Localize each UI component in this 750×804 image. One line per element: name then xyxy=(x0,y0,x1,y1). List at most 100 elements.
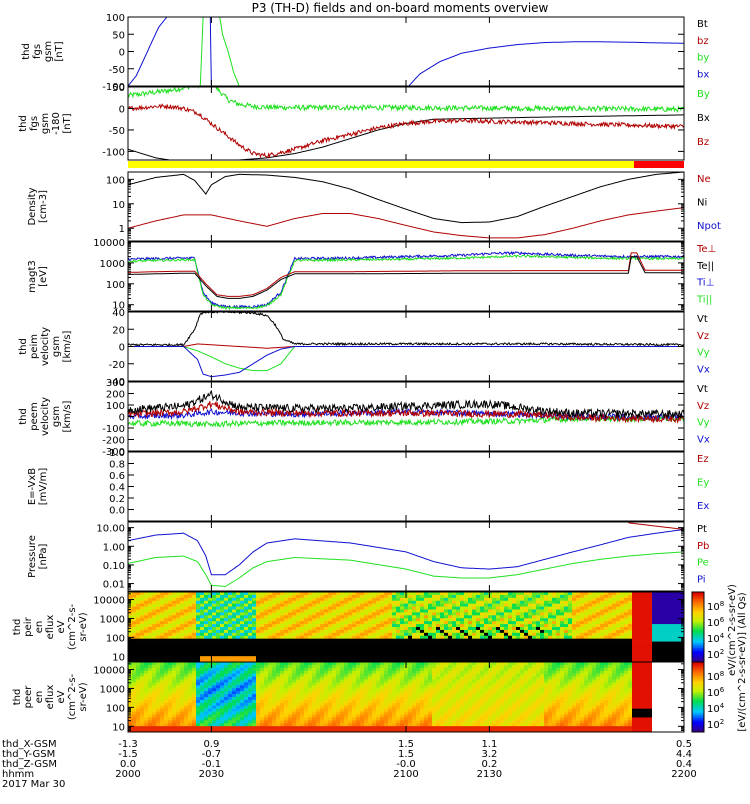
spectrogram-cell xyxy=(424,647,428,650)
y-axis-label-line: thd xyxy=(12,619,23,636)
spectrogram-cell xyxy=(268,612,272,615)
y-tick-label: 10 xyxy=(112,652,125,663)
series-by-fgs-3 xyxy=(220,17,240,86)
spectrogram-cell xyxy=(200,671,204,674)
spectrogram-cell xyxy=(284,612,288,615)
spectrogram-cell xyxy=(300,682,304,685)
spectrogram-cell xyxy=(332,647,336,650)
spectrogram-cell xyxy=(456,598,460,601)
spectrogram-cell xyxy=(256,642,260,645)
spectrogram-cell xyxy=(664,653,668,656)
spectrogram-cell xyxy=(268,726,272,729)
spectrogram-cell xyxy=(156,610,160,613)
spectrogram-cell xyxy=(220,607,224,610)
spectrogram-cell xyxy=(252,612,256,615)
spectrogram-cell xyxy=(268,682,272,685)
spectrogram-cell xyxy=(240,685,244,688)
spectrogram-cell xyxy=(208,601,212,604)
spectrogram-cell xyxy=(200,665,204,668)
spectrogram-cell xyxy=(640,645,644,648)
spectrogram-cell xyxy=(452,656,456,659)
spectrogram-cell xyxy=(244,656,248,659)
spectrogram-cell xyxy=(316,656,320,659)
y-tick-label: -100 xyxy=(102,424,125,435)
spectrogram-cell xyxy=(164,680,168,683)
spectrogram-cell xyxy=(436,656,440,659)
spectrogram-cell xyxy=(252,642,256,645)
spectrogram-cell xyxy=(328,639,332,642)
spectrogram-cell xyxy=(624,601,628,604)
spectrogram-cell xyxy=(216,615,220,618)
spectrogram-cell xyxy=(372,601,376,604)
spectrogram-cell xyxy=(524,604,528,607)
spectrogram-cell xyxy=(352,633,356,636)
spectrogram-cell xyxy=(196,717,200,720)
spectrogram-cell xyxy=(644,595,648,598)
spectrogram-cell xyxy=(232,668,236,671)
spectrogram-cell xyxy=(300,653,304,656)
spectrogram-cell xyxy=(612,607,616,610)
spectrogram-cell xyxy=(628,650,632,653)
spectrogram-cell xyxy=(452,595,456,598)
y-axis-label-line: [nPa] xyxy=(38,543,49,569)
spectrogram-cell xyxy=(444,615,448,618)
spectrogram-cell xyxy=(192,685,196,688)
spectrogram-cell xyxy=(600,612,604,615)
spectrogram-cell xyxy=(604,618,608,621)
spectrogram-cell xyxy=(636,621,640,624)
spectrogram-cell xyxy=(508,604,512,607)
spectrogram-cell xyxy=(192,633,196,636)
spectrogram-cell xyxy=(208,610,212,613)
spectrogram-cell xyxy=(132,715,136,718)
spectrogram-cell xyxy=(648,636,652,639)
spectrogram-cell xyxy=(292,700,296,703)
spectrogram-cell xyxy=(588,595,592,598)
spectrogram-cell xyxy=(648,630,652,633)
spectrogram-cell xyxy=(540,633,544,636)
spectrogram-cell xyxy=(516,598,520,601)
spectrogram-cell xyxy=(524,642,528,645)
spectrogram-cell xyxy=(372,615,376,618)
spectrogram-cell xyxy=(616,612,620,615)
spectrogram-cell xyxy=(372,618,376,621)
spectrogram-cell xyxy=(568,618,572,621)
spectrogram-cell xyxy=(612,633,616,636)
spectrogram-cell xyxy=(224,621,228,624)
legend-Vx: Vx xyxy=(697,365,710,376)
spectrogram-cell xyxy=(188,677,192,680)
spectrogram-cell xyxy=(308,685,312,688)
spectrogram-cell xyxy=(468,642,472,645)
spectrogram-cell xyxy=(260,645,264,648)
spectrogram-cell xyxy=(352,601,356,604)
spectrogram-cell xyxy=(312,601,316,604)
spectrogram-cell xyxy=(300,633,304,636)
spectrogram-cell xyxy=(504,598,508,601)
spectrogram-cell xyxy=(544,624,548,627)
spectrogram-cell xyxy=(144,612,148,615)
spectrogram-cell xyxy=(352,653,356,656)
spectrogram-cell xyxy=(256,630,260,633)
spectrogram-cell xyxy=(512,650,516,653)
spectrogram-cell xyxy=(332,615,336,618)
spectrogram-cell xyxy=(152,601,156,604)
spectrogram-cell xyxy=(536,610,540,613)
spectrogram-cell xyxy=(528,610,532,613)
spectrogram-cell xyxy=(240,604,244,607)
spectrogram-cell xyxy=(396,627,400,630)
spectrogram-cell xyxy=(576,618,580,621)
spectrogram-cell xyxy=(244,607,248,610)
spectrogram-cell xyxy=(624,615,628,618)
spectrogram-cell xyxy=(196,668,200,671)
spectrogram-cell xyxy=(380,610,384,613)
spectrogram-cell xyxy=(264,615,268,618)
spectrogram-cell xyxy=(628,610,632,613)
spectrogram-cell xyxy=(640,647,644,650)
spectrogram-cell xyxy=(144,715,148,718)
y-tick-label: 1 xyxy=(119,224,125,235)
spectrogram-cell xyxy=(640,630,644,633)
spectrogram-cell xyxy=(328,598,332,601)
spectrogram-cell xyxy=(424,615,428,618)
spectrogram-cell xyxy=(244,615,248,618)
spectrogram-cell xyxy=(156,700,160,703)
y-axis-label-line: velocity xyxy=(40,397,51,436)
